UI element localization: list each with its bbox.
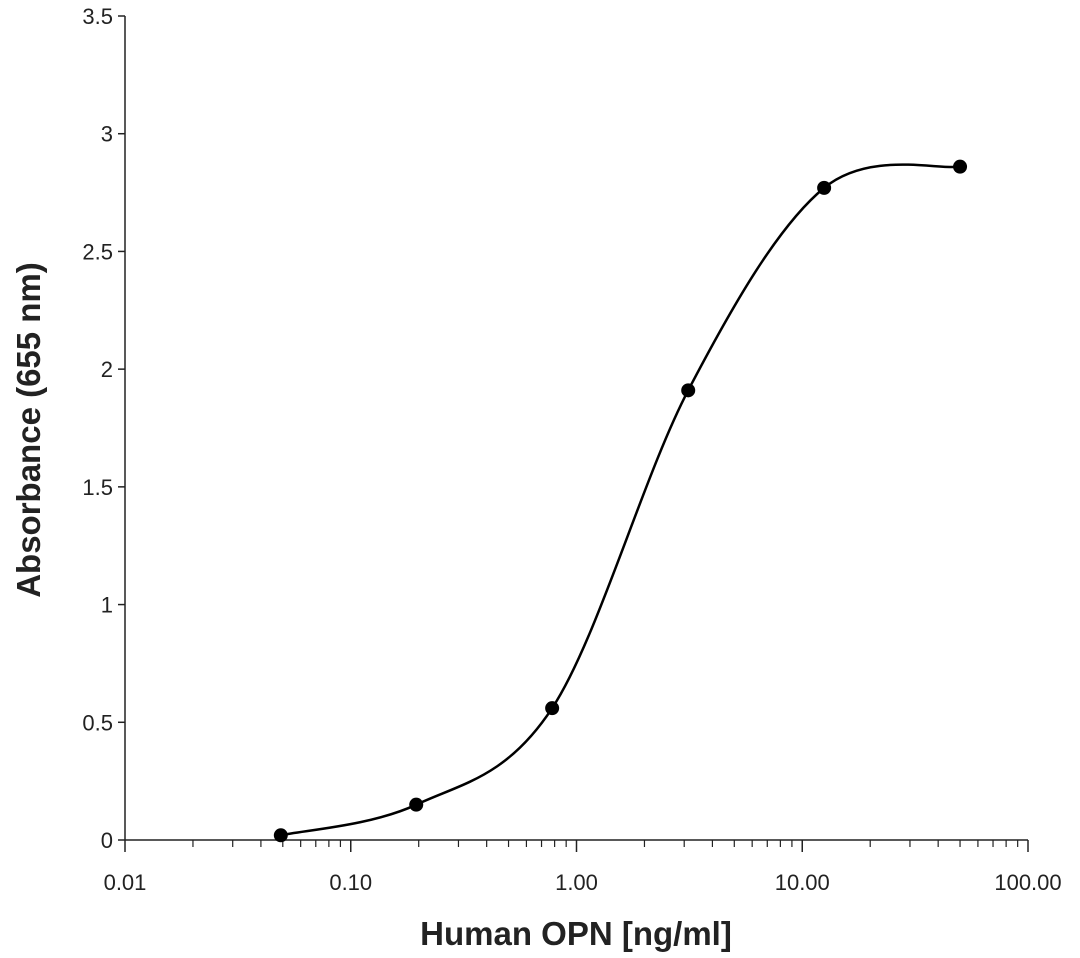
x-axis: 0.01 0.10 1.00 10.00 100.00 xyxy=(104,839,1062,895)
data-point xyxy=(953,159,968,174)
y-tick-label: 0 xyxy=(101,828,113,853)
y-axis-title: Absorbance (655 nm) xyxy=(10,262,47,598)
x-tick-label: 100.00 xyxy=(994,870,1061,895)
y-tick-label: 2 xyxy=(101,357,113,382)
y-tick-label: 3 xyxy=(101,122,113,147)
y-axis: 0 0.5 1 1.5 2 2.5 3 3.5 xyxy=(82,4,126,853)
x-tick-label: 0.01 xyxy=(104,870,147,895)
y-tick-label: 3.5 xyxy=(82,4,113,29)
y-tick-label: 2.5 xyxy=(82,239,113,264)
x-tick-label: 0.10 xyxy=(329,870,372,895)
series-layer xyxy=(273,159,968,843)
data-point xyxy=(817,180,832,195)
y-tick-label: 1 xyxy=(101,593,113,618)
x-tick-label: 10.00 xyxy=(775,870,830,895)
data-point xyxy=(681,383,696,398)
data-point xyxy=(545,701,560,716)
data-point xyxy=(273,828,288,843)
y-tick-label: 0.5 xyxy=(82,710,113,735)
y-tick-label: 1.5 xyxy=(82,475,113,500)
x-tick-label: 1.00 xyxy=(555,870,598,895)
x-axis-title: Human OPN [ng/ml] xyxy=(420,915,732,952)
data-point xyxy=(409,797,424,812)
series-line xyxy=(280,163,961,837)
